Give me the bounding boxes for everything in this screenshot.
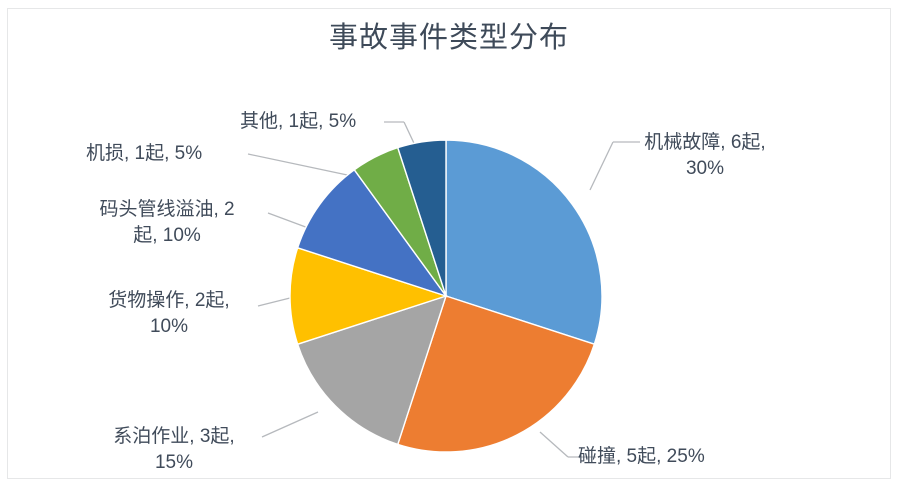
pie-label-xibozuoye-line2: 15%: [154, 452, 194, 473]
pie-slice-3[interactable]: 系泊作业, 3起, 15%: [296, 294, 448, 446]
pie-label-qita: 其他, 1起, 5%: [240, 109, 400, 135]
pie-label-jisun: 机损, 1起, 5%: [86, 141, 256, 167]
chart-title: 事故事件类型分布: [328, 22, 569, 54]
leader-line-matou: [267, 212, 312, 230]
pie-slice-group: 机械故障, 6起, 30%碰撞, 5起, 25%系泊作业, 3起, 15%货物操…: [289, 139, 603, 453]
pie-label-xibozuoye-line1: 系泊作业, 3起,: [113, 426, 235, 447]
pie-slice-1[interactable]: 机械故障, 6起, 30%: [445, 139, 603, 346]
pie-label-matouguanxianyiyou-line2: 起, 10%: [133, 225, 201, 246]
leader-line-jixiegzhang-2: [589, 141, 614, 191]
pie-label-pengzhuang: 碰撞, 5起, 25%: [578, 444, 778, 470]
leader-line-pengzhuang: [539, 431, 569, 458]
pie-label-jixiegzhang: 机械故障, 6起, 30%: [625, 130, 785, 182]
pie-label-matouguanxianyiyou-line1: 码头管线溢油, 2: [99, 199, 235, 220]
pie-label-huowucaozuo: 货物操作, 2起, 10%: [83, 288, 255, 340]
pie-label-jixiegzhang-line1: 机械故障, 6起,: [644, 132, 766, 153]
leader-line-jisun: [247, 153, 353, 177]
pie-label-matouguanxianyiyou: 码头管线溢油, 2 起, 10%: [68, 197, 266, 249]
pie-label-pengzhuang-line1: 碰撞, 5起, 25%: [578, 446, 705, 467]
leader-line-huowu: [257, 296, 295, 307]
pie-label-huowucaozuo-line1: 货物操作, 2起,: [108, 290, 230, 311]
pie-slice-4[interactable]: 货物操作, 2起, 10%: [289, 246, 449, 346]
pie-label-qita-line1: 其他, 1起, 5%: [240, 111, 357, 132]
pie-label-jixiegzhang-line2: 30%: [685, 158, 725, 179]
pie-label-huowucaozuo-line2: 10%: [149, 316, 189, 337]
pie-label-xibozuoye: 系泊作业, 3起, 15%: [84, 424, 264, 476]
pie-label-jisun-line1: 机损, 1起, 5%: [86, 143, 203, 164]
leader-line-xibo: [261, 411, 319, 438]
pie-slice-2[interactable]: 碰撞, 5起, 25%: [396, 295, 596, 453]
pie-slice-5[interactable]: 码头管线溢油, 2起, 10%: [296, 168, 448, 298]
pie-slice-7[interactable]: 其他, 1起, 5%: [396, 139, 447, 297]
